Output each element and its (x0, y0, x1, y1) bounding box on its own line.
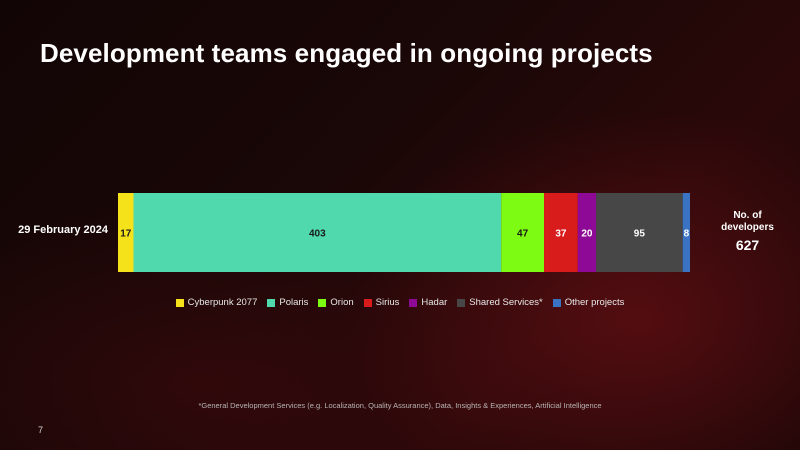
legend-item: Other projects (552, 297, 625, 308)
legend-swatch (267, 298, 276, 307)
footnote: *General Development Services (e.g. Loca… (198, 401, 602, 410)
legend-label: Shared Services* (469, 297, 543, 308)
legend-item: Sirius (363, 297, 400, 308)
legend-item: Polaris (267, 297, 308, 308)
legend-swatch (318, 298, 327, 307)
legend-item: Hadar (409, 297, 447, 308)
legend-item: Cyberpunk 2077 (175, 297, 258, 308)
total-label: No. of developers (721, 210, 774, 233)
total-developers: No. of developers 627 (705, 210, 790, 253)
page-number: 7 (38, 425, 44, 435)
legend-label: Other projects (564, 297, 625, 308)
bar-segment-other-projects (682, 193, 690, 272)
legend-label: Orion (330, 297, 354, 308)
data-label: 403 (309, 229, 326, 240)
slide-title: Development teams engaged in ongoing pro… (40, 38, 653, 68)
data-label: 47 (517, 229, 529, 240)
data-label: 20 (581, 229, 593, 240)
data-label: 8 (684, 229, 690, 240)
legend-swatch (552, 298, 561, 307)
legend-swatch (175, 298, 184, 307)
bar-segment-orion (501, 193, 545, 272)
legend-label: Sirius (375, 297, 400, 308)
legend-label: Polaris (279, 297, 309, 308)
bar-segment-cyberpunk-2077 (118, 193, 134, 272)
legend-swatch (363, 298, 372, 307)
data-label: 37 (555, 229, 567, 240)
legend-item: Orion (318, 297, 354, 308)
total-value: 627 (735, 237, 760, 253)
bar-segment-hadar (577, 193, 597, 272)
bar-segment-sirius (544, 193, 578, 272)
data-label: 17 (120, 229, 132, 240)
legend: Cyberpunk 2077 Polaris Orion Sirius Hadar Sha… (0, 297, 800, 308)
bar-segment-shared-services (596, 193, 683, 272)
legend-swatch (457, 298, 466, 307)
legend-label: Hadar (421, 297, 448, 308)
category-label: 29 February 2024 (18, 224, 108, 236)
bar-segment-polaris (133, 193, 502, 272)
legend-swatch (409, 298, 418, 307)
legend-label: Cyberpunk 2077 (187, 297, 258, 308)
legend-item: Shared Services* (457, 297, 543, 308)
data-label: 95 (634, 229, 646, 240)
